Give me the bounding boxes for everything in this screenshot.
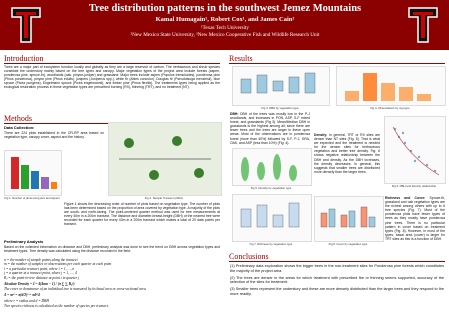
paragraph: Based on the collected information on di… bbox=[4, 245, 220, 254]
label: DBH: bbox=[230, 112, 239, 116]
formula-line: j = a quarter at a transect point, where… bbox=[4, 271, 77, 276]
paragraph: DBH: DBH of the trees was mostly low in … bbox=[230, 112, 310, 145]
section-heading: Introduction bbox=[4, 54, 220, 64]
label: Richness and Cover: bbox=[385, 196, 426, 200]
figure bbox=[314, 196, 384, 242]
figure bbox=[4, 150, 62, 196]
label: Density: bbox=[314, 133, 328, 137]
conclusion-item: (3) Smaller trees represent the understo… bbox=[230, 287, 444, 296]
paragraph: Density: In general, TRT or RX sites are… bbox=[314, 133, 380, 174]
title: Tree distribution patterns in the southw… bbox=[88, 3, 362, 14]
affiliation: ¹Texas Tech University bbox=[201, 25, 249, 31]
formula-line: A = πr² = π(d/2)² = πd²/4 bbox=[4, 293, 40, 298]
subheading: Data Collection: bbox=[4, 125, 35, 130]
formula-line: n = the number of sample points along th… bbox=[4, 258, 78, 262]
figure bbox=[384, 116, 446, 184]
formula-line: Tree species richness is calculated as t… bbox=[4, 303, 109, 308]
formula-line: where r = radius and d = DBH bbox=[4, 299, 49, 304]
affiliation: ²New Mexico State University, ²New Mexic… bbox=[130, 32, 320, 38]
text: Spruce-fir, grassland and oak vegetation… bbox=[385, 196, 445, 241]
paragraph: There are 224 plots established in the C… bbox=[4, 131, 104, 140]
formula-line: The cover or dominance of an individual … bbox=[4, 287, 147, 292]
logo-left bbox=[8, 4, 44, 46]
conclusion-item: (1) Preliminary data exploration shows t… bbox=[230, 264, 444, 273]
conclusion-list: (1) Preliminary data exploration shows t… bbox=[230, 264, 444, 299]
text: In general, TRT or RX sites are denser t… bbox=[314, 133, 380, 174]
figure-caption: Fig 1. Number of plots using size and as… bbox=[4, 196, 60, 200]
paragraph: Trees are a major part of ecosystem func… bbox=[4, 65, 220, 90]
figure-caption: Fig 4. Observations by veg type bbox=[370, 106, 410, 110]
formula-line: Rᵢⱼ = the point-to-tree distance at poin… bbox=[4, 275, 79, 280]
figure-caption: Fig 2. Sample Transect (200m) bbox=[144, 196, 184, 200]
figure bbox=[108, 122, 222, 196]
figure-caption: Fig 7. Richness by vegetation type bbox=[249, 242, 293, 246]
authors: Kamal Humagain¹, Robert Cox¹, and James … bbox=[155, 16, 295, 23]
formula-line: m = the number of samples or observation… bbox=[4, 262, 112, 267]
conclusion-item: (2) The trees are denser in the areas fo… bbox=[230, 275, 444, 285]
figure-caption: Fig 5. Density by vegetation type bbox=[250, 186, 292, 190]
figure bbox=[336, 66, 446, 106]
figure bbox=[232, 194, 312, 242]
section-heading: Results bbox=[229, 54, 445, 64]
definitions: n = the number of sample points along th… bbox=[4, 258, 220, 308]
figure-caption: Fig 3. DBH by vegetation type bbox=[261, 106, 299, 110]
figure bbox=[232, 148, 312, 186]
figure-caption: Fig 8. Cover by vegetation type bbox=[328, 242, 368, 246]
logo-right bbox=[405, 4, 441, 46]
figure bbox=[232, 66, 330, 106]
paragraph: Richness and Cover: Spruce-fir, grasslan… bbox=[385, 196, 445, 241]
subheading: Preliminary Analysis bbox=[4, 239, 44, 244]
text: DBH of the trees was mostly low in the P… bbox=[230, 112, 310, 145]
figure-caption: Fig 6. DBH and Density relationship bbox=[391, 184, 437, 188]
formula-line: Absolute Density = λ̂ = 4(4nm − 1) / (π … bbox=[4, 281, 75, 286]
paragraph: Figure 1 shows the decreasing order of n… bbox=[64, 202, 220, 227]
header: Tree distribution patterns in the southw… bbox=[0, 0, 449, 50]
formula-line: i = a particular transect point, where i… bbox=[4, 266, 75, 271]
section-heading: Conclusions bbox=[229, 252, 445, 262]
